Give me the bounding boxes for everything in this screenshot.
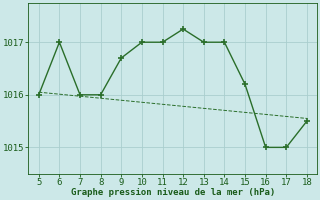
X-axis label: Graphe pression niveau de la mer (hPa): Graphe pression niveau de la mer (hPa) — [71, 188, 275, 197]
